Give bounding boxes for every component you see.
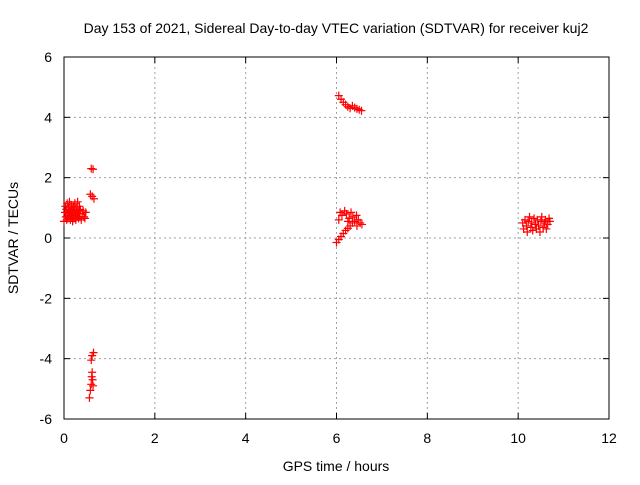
data-point	[89, 194, 98, 203]
y-tick-label: 6	[44, 49, 52, 65]
data-points	[60, 91, 554, 402]
data-point	[337, 211, 346, 220]
y-tick-label: 2	[44, 170, 52, 186]
y-tick-label: -2	[40, 290, 53, 306]
data-point	[88, 368, 97, 377]
y-tick-label: -6	[40, 411, 53, 427]
chart-title: Day 153 of 2021, Sidereal Day-to-day VTE…	[84, 20, 589, 36]
data-point	[357, 220, 366, 229]
data-point	[524, 217, 533, 226]
data-point	[87, 164, 96, 173]
data-point	[342, 209, 351, 218]
data-point	[343, 217, 352, 226]
data-point	[86, 190, 95, 199]
data-point	[79, 212, 88, 221]
data-point	[545, 217, 554, 226]
x-tick-label: 12	[601, 430, 617, 446]
data-point	[89, 381, 98, 390]
data-point	[527, 218, 536, 227]
axis-ticks: 0 2 4 6 8 10 12 -6 -4 -2 0 2 4 6	[40, 49, 617, 446]
x-tick-label: 6	[333, 430, 341, 446]
data-point	[533, 215, 542, 224]
data-point	[80, 214, 89, 223]
data-point	[348, 218, 357, 227]
data-point	[89, 165, 98, 174]
data-point	[81, 208, 90, 217]
y-axis-label: SDTVAR / TECUs	[5, 182, 21, 294]
x-tick-label: 4	[242, 430, 250, 446]
grid	[64, 57, 609, 419]
y-tick-label: -4	[40, 351, 53, 367]
x-tick-label: 8	[423, 430, 431, 446]
x-tick-label: 0	[60, 430, 68, 446]
data-point	[542, 224, 551, 233]
x-tick-label: 2	[151, 430, 159, 446]
data-point	[534, 221, 543, 230]
data-point	[525, 212, 534, 221]
data-point	[536, 217, 545, 226]
data-point	[522, 221, 531, 230]
x-axis-label: GPS time / hours	[283, 458, 390, 474]
data-point	[528, 226, 537, 235]
data-point	[89, 348, 98, 357]
data-point	[535, 227, 544, 236]
data-point	[87, 380, 96, 389]
data-point	[73, 197, 82, 206]
data-point	[523, 227, 532, 236]
x-tick-label: 10	[510, 430, 526, 446]
y-tick-label: 0	[44, 230, 52, 246]
data-point	[352, 221, 361, 230]
data-point	[85, 393, 94, 402]
data-point	[541, 215, 550, 224]
data-point	[334, 215, 343, 224]
data-point	[86, 386, 95, 395]
y-tick-label: 4	[44, 109, 52, 125]
data-point	[357, 106, 366, 115]
data-point	[87, 356, 96, 365]
data-point	[347, 208, 356, 217]
data-point	[352, 211, 361, 220]
